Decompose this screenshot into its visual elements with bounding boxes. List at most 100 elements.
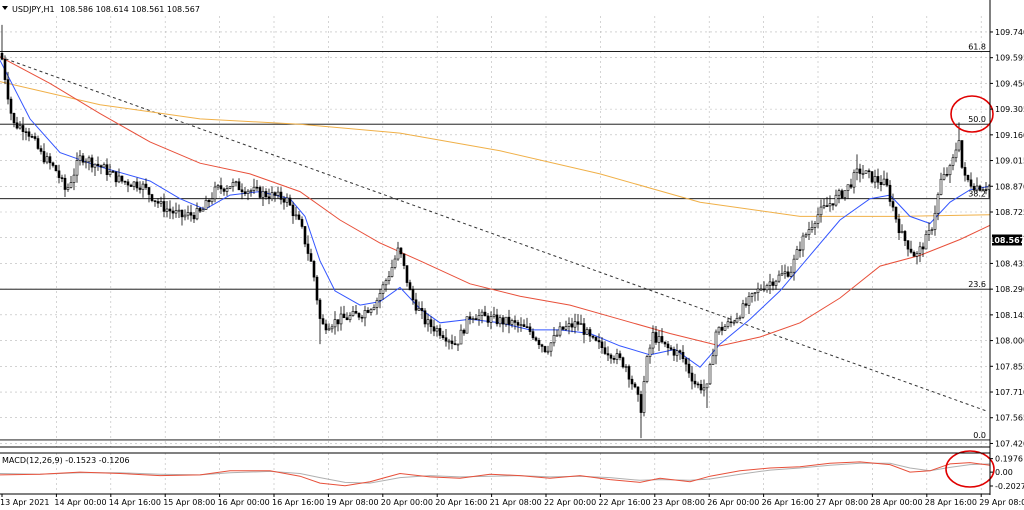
candle-body (501, 317, 505, 325)
candle-body (339, 313, 343, 325)
time-tick-label: 28 Apr 00:00 (870, 498, 922, 507)
time-tick-label: 27 Apr 08:00 (816, 498, 868, 507)
candle-body (291, 204, 295, 217)
candle-body (702, 387, 706, 391)
candle-body (411, 289, 415, 301)
candle-body (123, 180, 127, 183)
candle-body (429, 319, 433, 328)
candle-body (441, 335, 445, 339)
candle-body (924, 234, 928, 250)
candle-body (930, 229, 934, 231)
candle-body (324, 323, 328, 331)
candle-body (570, 323, 574, 328)
candle-body (378, 293, 382, 301)
candle-body (762, 288, 766, 291)
candle-body (423, 310, 427, 325)
macd-pane[interactable]: MACD(12,26,9) -0.1523 -0.1206 (0, 450, 1024, 494)
candle-body (498, 317, 502, 325)
candle-body (345, 317, 349, 321)
candle-body (591, 335, 595, 338)
candle-body (264, 191, 268, 198)
candle-body (798, 249, 802, 251)
candle-body (828, 203, 832, 207)
candle-body (273, 192, 277, 196)
candle-body (783, 271, 787, 274)
price-tick-label: 109.740 (995, 28, 1024, 37)
candle-body (222, 188, 226, 192)
candle-body (96, 163, 100, 166)
candle-body (279, 191, 283, 200)
candle-body (228, 186, 232, 189)
candle-body (543, 346, 547, 353)
candle-body (963, 167, 967, 176)
annotation-circle-price[interactable] (950, 95, 994, 133)
candle-body (189, 212, 193, 216)
candle-body (453, 343, 457, 345)
candle-body (822, 205, 826, 208)
candle-body (15, 122, 19, 129)
candle-body (789, 271, 793, 277)
candle-body (390, 267, 394, 277)
candle-body (558, 326, 562, 336)
candle-body (414, 299, 418, 311)
candle-body (459, 329, 463, 345)
candle-body (711, 355, 715, 365)
candle-body (351, 311, 355, 316)
candle-body (741, 303, 745, 318)
time-tick-label: 20 Apr 00:00 (381, 498, 433, 507)
fibonacci-levels[interactable]: 61.8 50.0 38.2 23.6 0.0 (0, 42, 990, 441)
candle-body (504, 316, 508, 325)
annotation-circle-macd[interactable] (945, 450, 995, 488)
candle-body (432, 326, 436, 332)
trend-line[interactable] (0, 56, 989, 412)
time-tick-label: 14 Apr 00:00 (54, 498, 106, 507)
candle-body (225, 188, 229, 192)
candle-body (885, 178, 889, 186)
candle-body (255, 186, 259, 189)
macd-tick-label: -0.2027 (995, 482, 1024, 491)
candle-body (732, 321, 736, 324)
time-axis[interactable]: 13 Apr 2021 14 Apr 00:00 14 Apr 16:00 15 Ap… (0, 494, 1024, 507)
candle-body (678, 350, 682, 353)
dropdown-arrow-icon[interactable] (2, 6, 8, 10)
candle-body (465, 316, 469, 334)
candle-body (90, 157, 94, 168)
price-pane[interactable]: 61.8 50.0 38.2 23.6 0.0 USDJPY,H1 108.586 10… (0, 5, 1024, 447)
candle-body (156, 201, 160, 204)
moving-average-mid (0, 56, 991, 347)
fib-level-label: 23.6 (968, 280, 986, 289)
candle-body (117, 175, 121, 183)
candle-body (966, 174, 970, 181)
fib-level-label: 61.8 (968, 42, 986, 51)
candle-body (12, 113, 16, 124)
candle-body (141, 183, 145, 190)
candle-body (216, 185, 220, 188)
candle-body (426, 319, 430, 325)
candle-body (243, 191, 247, 194)
candle-body (408, 282, 412, 291)
price-tick-label: 108.870 (995, 182, 1024, 191)
candle-body (258, 187, 262, 198)
last-price-marker: 108.567 (989, 234, 1024, 246)
candle-body (405, 265, 409, 283)
candle-body (333, 319, 337, 328)
time-tick-label: 14 Apr 16:00 (109, 498, 161, 507)
fib-level-label: 0.0 (973, 431, 986, 440)
candle-body (327, 328, 331, 331)
candle-body (195, 208, 199, 220)
candle-body (594, 337, 598, 341)
candle-body (285, 197, 289, 203)
candle-body (396, 247, 400, 260)
candle-body (687, 363, 691, 374)
candle-body (582, 323, 586, 335)
candle-body (447, 340, 451, 343)
candle-body (870, 171, 874, 183)
price-tick-label: 109.450 (995, 79, 1024, 88)
candle-body (210, 198, 214, 203)
candle-body (462, 329, 466, 334)
candle-body (450, 340, 454, 344)
candle-body (366, 310, 370, 313)
candle-body (150, 194, 154, 201)
